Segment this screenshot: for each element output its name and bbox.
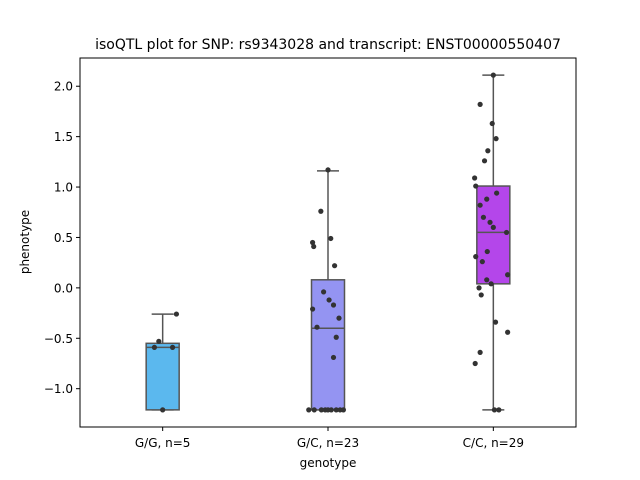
- data-point: [505, 272, 511, 278]
- data-point: [505, 329, 511, 335]
- data-point: [310, 306, 316, 312]
- data-point: [481, 158, 488, 164]
- data-point: [330, 302, 337, 308]
- data-point: [496, 407, 502, 413]
- y-tick-label: 0.5: [54, 231, 73, 245]
- x-tick-label: C/C, n=29: [463, 436, 524, 450]
- data-point: [484, 196, 490, 202]
- data-point: [169, 344, 176, 350]
- data-point: [493, 136, 499, 142]
- data-point: [478, 292, 484, 298]
- data-point: [477, 349, 483, 355]
- data-point: [333, 334, 339, 340]
- data-point: [489, 120, 495, 127]
- box-group-3: [476, 74, 511, 411]
- x-axis-label: genotype: [300, 456, 357, 470]
- data-point: [473, 183, 479, 189]
- x-tick-label: G/G, n=5: [135, 436, 191, 450]
- data-point: [472, 175, 478, 181]
- data-point: [325, 167, 331, 173]
- y-axis-label: phenotype: [18, 210, 32, 274]
- data-point: [314, 324, 320, 330]
- points-layer: [151, 72, 511, 413]
- data-point: [480, 214, 487, 220]
- data-point: [156, 338, 162, 344]
- data-point: [328, 235, 334, 242]
- data-point: [333, 407, 339, 413]
- data-point: [306, 407, 312, 413]
- y-tick-label: 1.5: [54, 130, 73, 144]
- data-point: [484, 248, 490, 255]
- box-iqr: [145, 342, 180, 411]
- y-tick-label: 0.0: [54, 281, 73, 295]
- data-point: [326, 297, 332, 303]
- data-point: [491, 407, 498, 413]
- data-point: [330, 354, 337, 361]
- data-point: [484, 277, 490, 283]
- data-point: [490, 224, 496, 230]
- data-point: [318, 407, 324, 413]
- data-point: [332, 263, 338, 269]
- boxes-layer: [145, 74, 511, 411]
- y-tick-label: 2.0: [54, 80, 73, 94]
- data-point: [485, 148, 491, 154]
- data-point: [321, 289, 327, 295]
- data-point: [503, 229, 510, 236]
- box-group-1: [145, 313, 180, 411]
- box-iqr: [476, 185, 511, 285]
- data-point: [490, 72, 496, 78]
- data-point: [479, 259, 485, 265]
- data-point: [477, 101, 483, 107]
- data-point: [311, 407, 317, 413]
- data-point: [160, 407, 166, 413]
- data-point: [473, 254, 479, 260]
- data-point: [492, 319, 499, 325]
- y-tick-label: 1.0: [54, 181, 73, 195]
- data-point: [311, 243, 317, 250]
- data-point: [488, 281, 494, 287]
- x-axis: G/G, n=5 G/C, n=23 C/C, n=29: [135, 427, 524, 450]
- y-tick-label: −1.0: [44, 382, 73, 396]
- data-point: [318, 208, 324, 214]
- data-point: [310, 239, 316, 246]
- data-point: [173, 311, 180, 317]
- data-point: [336, 315, 342, 321]
- chart-title: isoQTL plot for SNP: rs9343028 and trans…: [95, 37, 561, 53]
- y-axis: −1.0 −0.5 0.0 0.5 1.0 1.5 2.0: [44, 80, 80, 396]
- data-point: [487, 219, 493, 225]
- data-point: [328, 407, 334, 413]
- data-point: [472, 360, 478, 367]
- data-point: [476, 285, 482, 291]
- x-tick-label: G/C, n=23: [297, 436, 359, 450]
- data-point: [494, 190, 500, 196]
- data-point: [151, 344, 158, 350]
- data-point: [477, 202, 483, 208]
- y-tick-label: −0.5: [44, 332, 73, 346]
- data-point: [340, 407, 346, 413]
